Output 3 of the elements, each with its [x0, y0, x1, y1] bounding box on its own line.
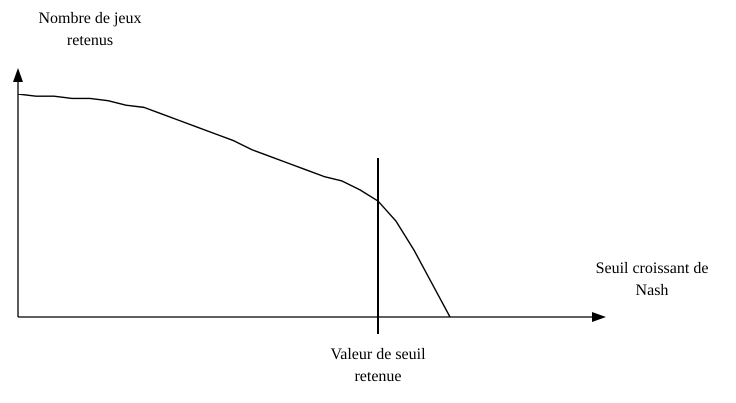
y-axis-title: Nombre de jeux retenus [37, 9, 143, 51]
text: Valeur de seuil retenue [329, 345, 427, 387]
x-axis-title: Seuil croissant de Nash [594, 259, 710, 301]
